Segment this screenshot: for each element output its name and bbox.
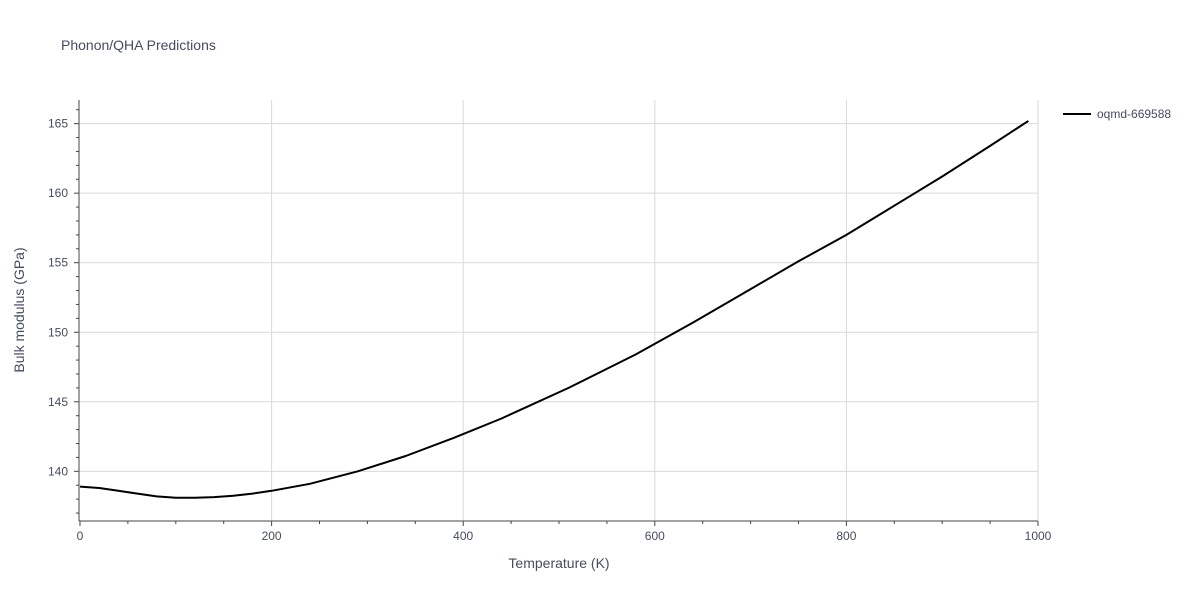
y-tick-label: 160 xyxy=(48,186,68,200)
chart-title: Phonon/QHA Predictions xyxy=(61,37,216,53)
x-axis-title: Temperature (K) xyxy=(508,555,609,571)
series-layer xyxy=(79,120,1029,499)
y-tick-label: 155 xyxy=(48,256,68,270)
x-tick-label: 600 xyxy=(645,529,665,543)
x-tick-label: 200 xyxy=(262,529,282,543)
y-tick-label: 145 xyxy=(48,395,68,409)
x-tick-label: 400 xyxy=(453,529,473,543)
x-tick-label: 800 xyxy=(836,529,856,543)
y-tick-label: 140 xyxy=(48,464,68,478)
y-tick-label: 165 xyxy=(48,117,68,131)
grid-layer xyxy=(80,100,1039,520)
legend-label[interactable]: oqmd-669588 xyxy=(1097,107,1171,121)
y-axis-title: Bulk modulus (GPa) xyxy=(11,247,27,372)
y-tick-label: 150 xyxy=(48,325,68,339)
x-tick-label: 0 xyxy=(77,529,84,543)
x-tick-label: 1000 xyxy=(1025,529,1052,543)
axes-layer: 0 200 400 600 800 1000 140 145 150 155 160 165 xyxy=(48,100,1052,543)
series-line xyxy=(79,120,1029,499)
legend[interactable]: oqmd-669588 xyxy=(1063,107,1171,121)
